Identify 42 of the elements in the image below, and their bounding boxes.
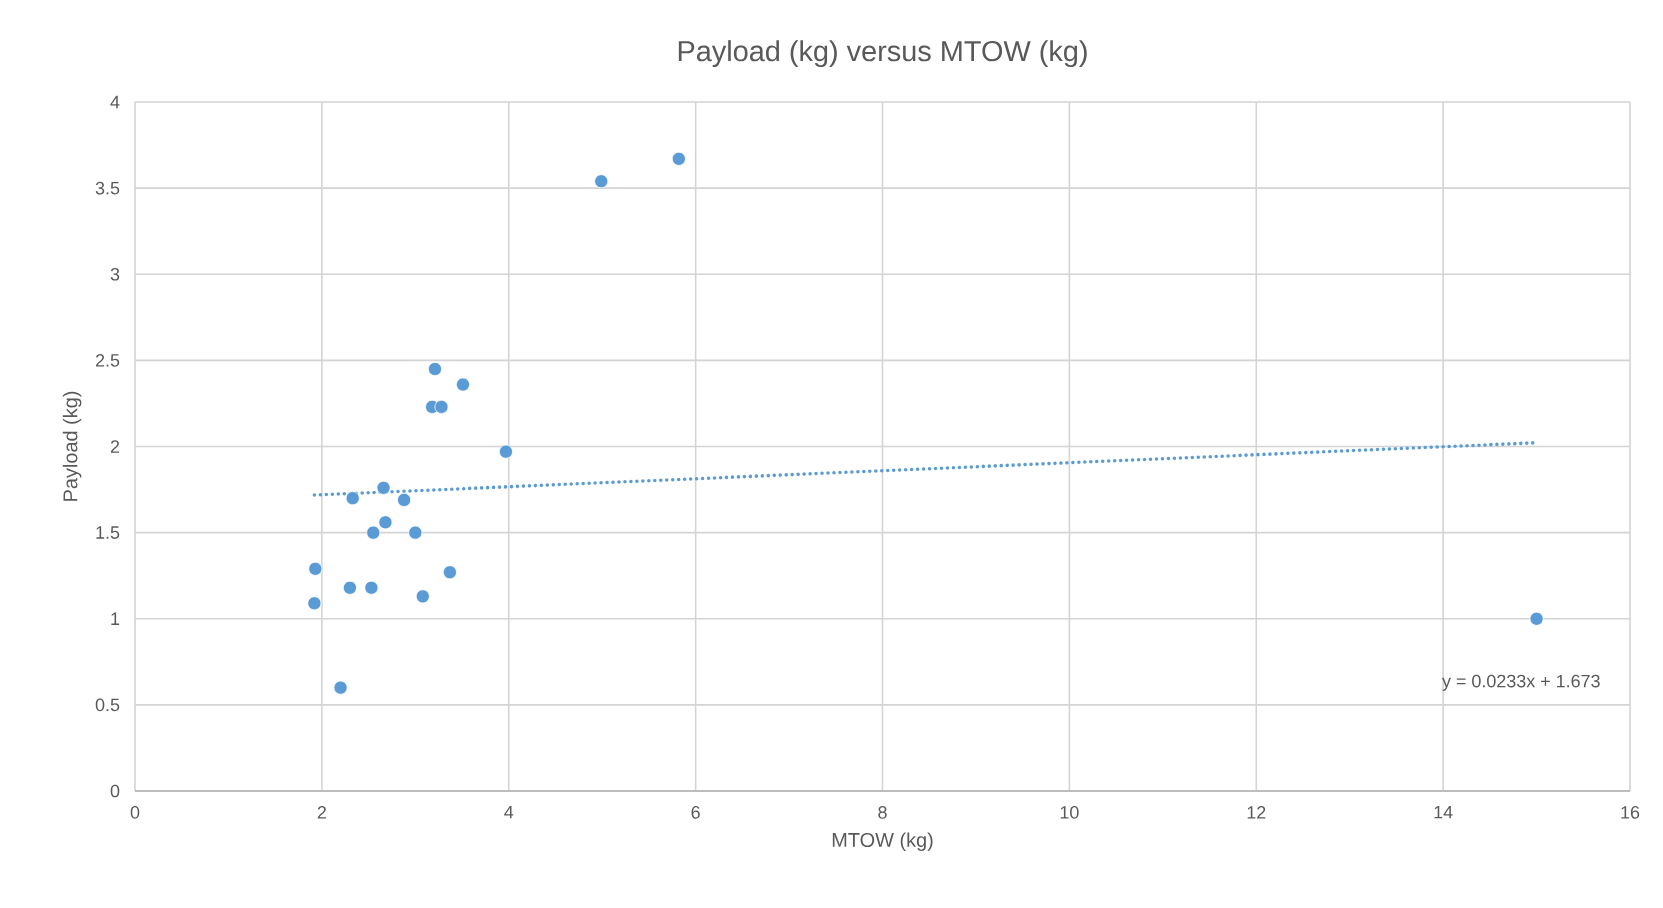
point [397, 492, 412, 507]
x-tick-label: 0 [130, 806, 140, 819]
point [366, 525, 381, 540]
y-tick-label: 2 [110, 440, 120, 453]
x-tick-label: 10 [1060, 806, 1079, 819]
y-axis-title: Payload (kg) [62, 391, 82, 501]
y-tick-label: 1 [111, 612, 120, 625]
point [594, 174, 609, 189]
point [427, 362, 442, 376]
point [308, 561, 323, 576]
point [498, 444, 513, 459]
y-tick-label: 0.5 [95, 698, 120, 712]
x-tick-label: 4 [504, 806, 514, 819]
point [378, 515, 393, 530]
y-tick-label: 4 [110, 95, 120, 109]
point [345, 491, 360, 506]
x-tick-label: 14 [1434, 806, 1453, 819]
x-tick-label: 6 [691, 806, 700, 819]
x-tick-label: 8 [878, 806, 887, 819]
x-tick-label: 2 [317, 806, 326, 819]
y-tick-label: 0 [110, 784, 120, 798]
y-tick-label: 3.5 [95, 181, 120, 195]
point [442, 565, 457, 580]
point [434, 399, 449, 414]
y-tick-label: 3 [110, 267, 120, 281]
point [307, 596, 322, 611]
point [1529, 611, 1544, 626]
x-tick-label: 12 [1247, 806, 1266, 819]
y-tick-label: 1.5 [96, 526, 120, 539]
point [408, 525, 423, 540]
point [333, 680, 348, 695]
point [671, 151, 686, 166]
point [364, 580, 379, 595]
annotation: y = 0.0233x + 1.673 [1442, 674, 1600, 691]
chart-title: Payload (kg) versus MTOW (kg) [678, 40, 1087, 68]
point [376, 480, 391, 495]
point [415, 589, 430, 604]
y-tick-label: 2.5 [95, 354, 120, 367]
x-tick-label: 16 [1621, 806, 1640, 819]
point [342, 580, 357, 595]
point [456, 377, 470, 392]
x-axis-title: MTOW (kg) [832, 832, 933, 851]
